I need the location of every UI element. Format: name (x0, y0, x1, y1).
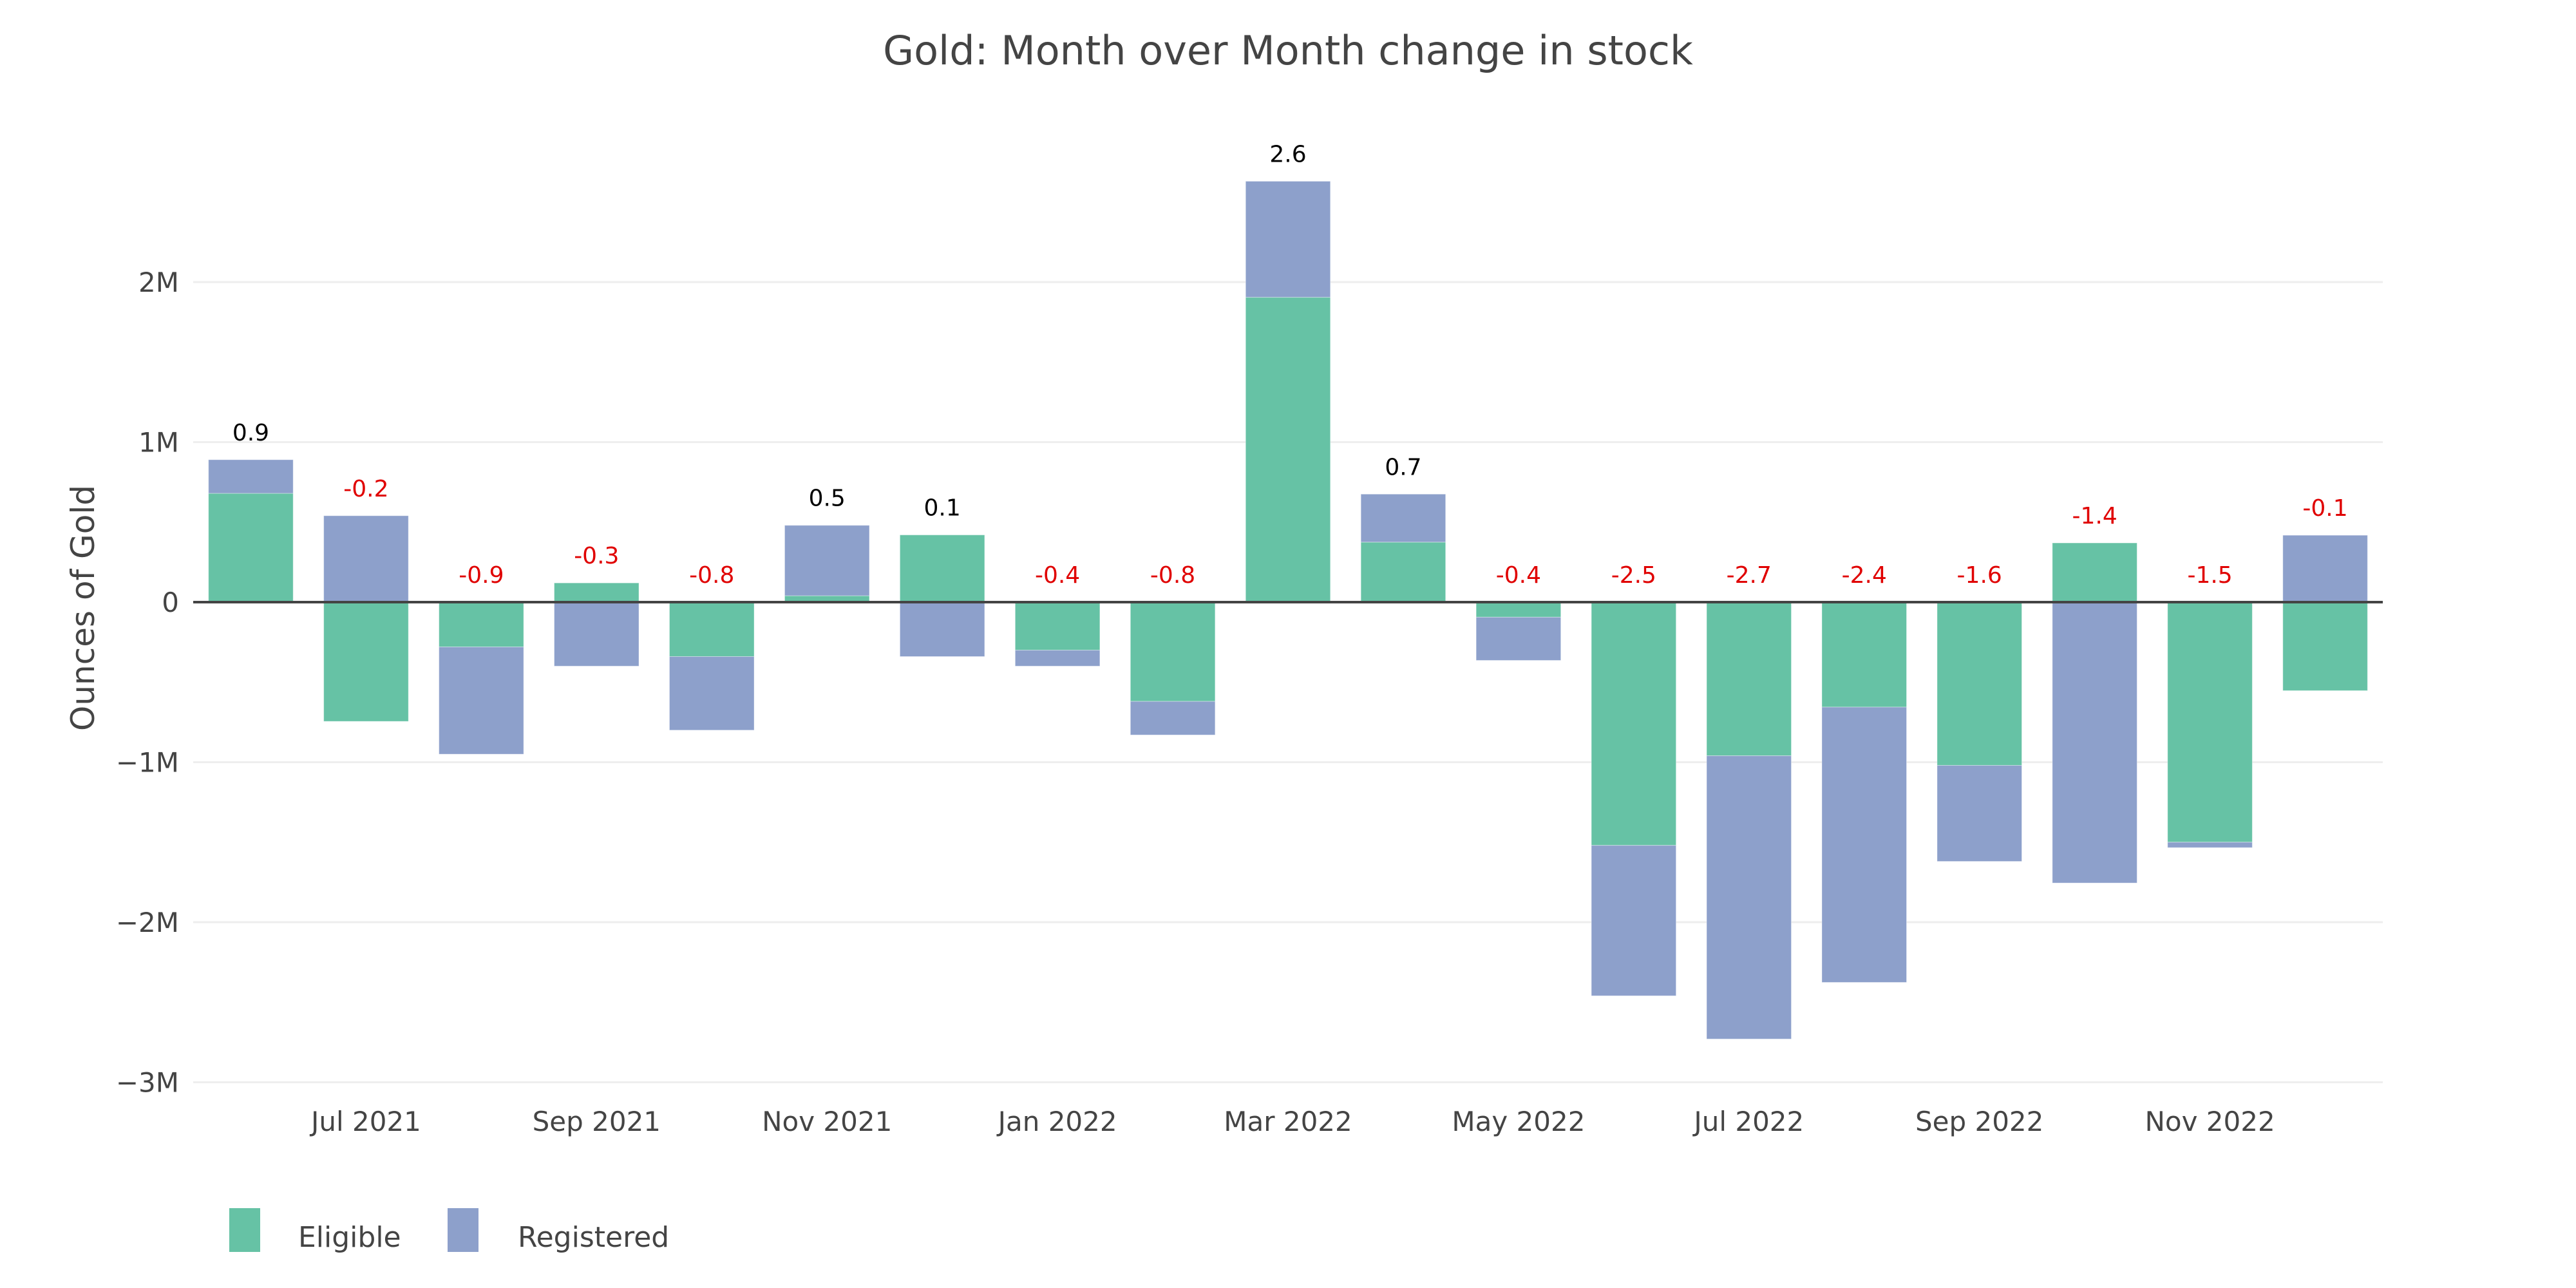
bar-registered-7[interactable] (1014, 650, 1101, 667)
total-label: -2.4 (1842, 562, 1887, 589)
legend-item-eligible[interactable]: Eligible (229, 1208, 401, 1254)
bar-eligible-10[interactable] (1360, 542, 1446, 603)
total-label: -2.5 (1611, 562, 1656, 589)
bar-registered-4[interactable] (669, 656, 755, 731)
total-label: -0.4 (1035, 562, 1080, 589)
bar-registered-8[interactable] (1130, 701, 1216, 735)
bar-eligible-8[interactable] (1130, 601, 1216, 702)
y-tick-label: 0 (162, 587, 179, 618)
x-tick-label: Sep 2022 (1915, 1106, 2043, 1137)
bar-registered-6[interactable] (899, 601, 985, 657)
x-tick-label: Jul 2022 (1692, 1106, 1804, 1137)
legend-item-registered[interactable]: Registered (448, 1208, 669, 1254)
total-label: -0.4 (1496, 562, 1541, 589)
chart-title: Gold: Month over Month change in stock (883, 27, 1693, 74)
total-label: 0.9 (232, 420, 269, 446)
y-axis-ticks: 2M 1M 0 −1M −2M −3M (116, 267, 179, 1099)
legend-label-registered: Registered (518, 1221, 669, 1254)
bar-eligible-1[interactable] (323, 601, 409, 722)
total-label: -2.7 (1727, 562, 1772, 589)
total-label: -0.1 (2302, 495, 2347, 522)
bar-eligible-7[interactable] (1014, 601, 1101, 651)
bar-eligible-3[interactable] (554, 582, 639, 603)
y-axis-title: Ounces of Gold (64, 485, 102, 731)
x-axis-ticks: Jul 2021 Sep 2021 Nov 2021 Jan 2022 Mar 2022… (309, 1106, 2275, 1137)
total-label: -0.3 (574, 543, 619, 569)
bar-registered-5[interactable] (784, 525, 870, 596)
total-label: 0.7 (1385, 454, 1421, 480)
x-tick-label: Sep 2021 (533, 1106, 661, 1137)
bar-registered-1[interactable] (323, 515, 409, 603)
bar-registered-14[interactable] (1821, 706, 1907, 983)
legend-swatch-registered (448, 1208, 478, 1252)
total-label: -1.4 (2072, 503, 2117, 529)
bars (208, 180, 2368, 1039)
bar-eligible-4[interactable] (669, 601, 755, 657)
bar-registered-10[interactable] (1360, 493, 1446, 543)
bar-eligible-12[interactable] (1591, 601, 1677, 846)
bar-registered-15[interactable] (1937, 764, 2022, 862)
legend-swatch-eligible (229, 1208, 260, 1252)
x-tick-label: Jan 2022 (996, 1106, 1117, 1137)
y-tick-label: 2M (138, 267, 179, 298)
bar-eligible-13[interactable] (1706, 601, 1792, 757)
total-label: -1.5 (2187, 562, 2232, 589)
bar-eligible-9[interactable] (1245, 297, 1331, 603)
total-label: -0.8 (1150, 562, 1195, 589)
bar-eligible-16[interactable] (2052, 542, 2137, 603)
legend-label-eligible: Eligible (298, 1221, 401, 1254)
bar-eligible-15[interactable] (1937, 601, 2022, 766)
total-label: -1.6 (1957, 562, 2002, 589)
y-tick-label: −3M (116, 1067, 179, 1099)
bar-eligible-6[interactable] (899, 535, 985, 603)
bar-registered-17[interactable] (2167, 842, 2253, 848)
bar-registered-0[interactable] (208, 459, 294, 494)
bar-registered-11[interactable] (1475, 616, 1562, 661)
x-tick-label: Mar 2022 (1224, 1106, 1352, 1137)
x-tick-label: Nov 2021 (762, 1106, 892, 1137)
bar-eligible-0[interactable] (208, 493, 294, 603)
x-tick-label: Jul 2021 (309, 1106, 421, 1137)
bar-registered-3[interactable] (554, 601, 639, 667)
x-tick-label: Nov 2022 (2145, 1106, 2275, 1137)
total-label: -0.8 (689, 562, 734, 589)
bar-eligible-14[interactable] (1821, 601, 1907, 708)
total-labels: 0.9 -0.2 -0.9 -0.3 -0.8 0.5 0.1 -0.4 -0.8 2.6 0.7 -… (232, 141, 2348, 589)
y-tick-label: 1M (138, 427, 179, 459)
bar-eligible-11[interactable] (1475, 601, 1562, 618)
y-tick-label: −1M (116, 747, 179, 779)
bar-eligible-18[interactable] (2282, 601, 2368, 691)
y-tick-label: −2M (116, 907, 179, 938)
bar-registered-18[interactable] (2282, 535, 2368, 603)
bar-registered-9[interactable] (1245, 180, 1331, 298)
bar-registered-2[interactable] (439, 647, 524, 755)
legend[interactable]: Eligible Registered (229, 1208, 669, 1254)
bar-registered-16[interactable] (2052, 601, 2137, 884)
bar-registered-12[interactable] (1591, 845, 1677, 996)
bar-eligible-2[interactable] (439, 601, 524, 648)
total-label: 0.1 (924, 495, 961, 522)
total-label: -0.9 (459, 562, 504, 589)
x-tick-label: May 2022 (1452, 1106, 1585, 1137)
bar-eligible-17[interactable] (2167, 601, 2253, 843)
total-label: 2.6 (1269, 141, 1306, 167)
gridlines (193, 281, 2383, 1083)
total-label: 0.5 (809, 486, 846, 512)
bar-registered-13[interactable] (1706, 755, 1792, 1039)
total-label: -0.2 (343, 476, 388, 502)
